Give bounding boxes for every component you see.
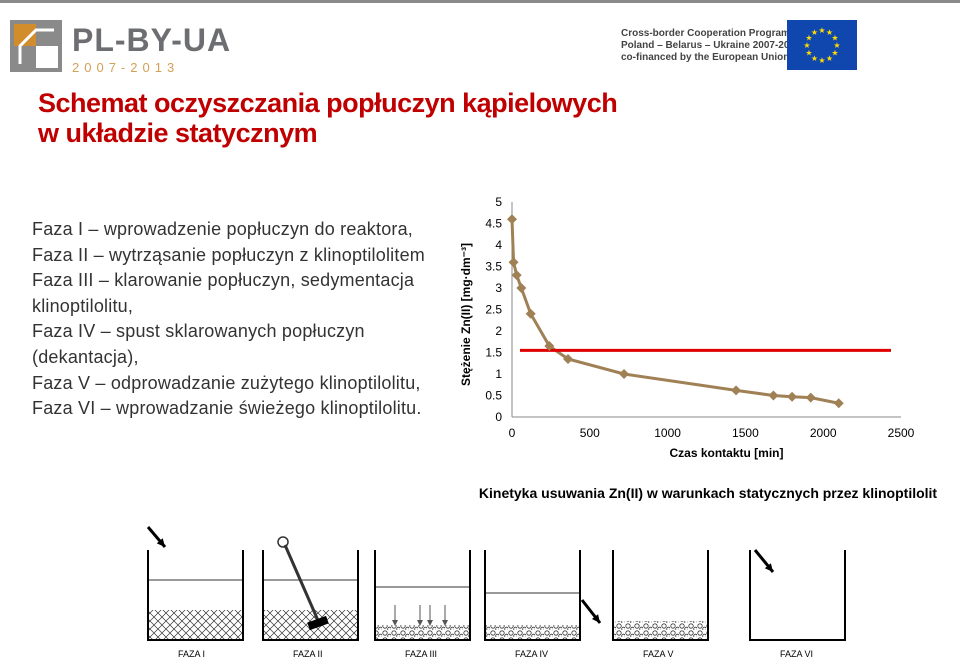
eu-star-icon: ★ [811, 54, 818, 63]
eu-star-icon: ★ [818, 26, 825, 35]
data-point [563, 353, 574, 364]
tank [374, 550, 471, 641]
phase-item: Faza VI – wprowadzanie świeżego klinopti… [32, 398, 422, 419]
slide-title-line-2: w układzie statycznym [38, 118, 318, 148]
outlet-arrow-icon [580, 599, 602, 624]
x-tick-label: 2000 [810, 426, 837, 440]
eu-star-icon: ★ [826, 28, 833, 37]
eu-star-icon: ★ [833, 41, 840, 50]
tank [612, 550, 709, 641]
settling-arrow-head-icon [442, 620, 448, 626]
slide-title-line-1: Schemat oczyszczania popłuczyn kąpielowy… [38, 88, 618, 118]
x-axis-title: Czas kontaktu [min] [669, 446, 783, 460]
settling-arrow-head-icon [427, 620, 433, 626]
data-point [508, 257, 519, 268]
data-point [833, 398, 844, 409]
phase-label: FAZA V [643, 649, 674, 659]
program-line-2: Poland – Belarus – Ukraine 2007-2013 [621, 40, 801, 51]
data-point [731, 385, 742, 396]
header-bar: PL-BY-UA 2007-2013 Cross-border Cooperat… [0, 0, 960, 78]
data-point [768, 390, 779, 401]
stirrer-icon [277, 536, 329, 631]
eu-star-icon: ★ [831, 34, 838, 43]
inlet-arrow-icon [146, 526, 167, 548]
logo-years-text: 2007-2013 [72, 60, 180, 75]
y-tick-label: 2 [495, 324, 502, 338]
y-tick-label: 0.5 [485, 389, 502, 403]
phase-label: FAZA IV [515, 649, 548, 659]
phase-label: FAZA I [178, 649, 205, 659]
y-tick-label: 1.5 [485, 346, 502, 360]
x-tick-label: 2500 [888, 426, 915, 440]
phase-item: Faza III – klarowanie popłuczyn, sedymen… [32, 270, 415, 316]
eu-star-icon: ★ [803, 41, 810, 50]
program-logo: PL-BY-UA 2007-2013 [72, 24, 231, 75]
eu-star-icon: ★ [826, 54, 833, 63]
x-tick-label: 1000 [654, 426, 681, 440]
phase-label: FAZA III [405, 649, 437, 659]
data-point [619, 369, 630, 379]
eu-star-icon: ★ [811, 28, 818, 37]
y-tick-label: 4 [495, 238, 502, 252]
y-tick-label: 5 [495, 195, 502, 209]
phase-list: Faza I – wprowadzenie popłuczyn do reakt… [32, 217, 432, 422]
x-tick-label: 0 [509, 426, 516, 440]
pl-by-ua-logo-icon [10, 20, 62, 72]
data-point [511, 270, 522, 281]
header-top-line [0, 0, 960, 3]
y-tick-label: 4.5 [485, 217, 502, 231]
data-point [525, 308, 536, 319]
x-tick-label: 500 [580, 426, 600, 440]
phase-item: Faza I – wprowadzenie popłuczyn do reakt… [32, 219, 414, 239]
phase-item: Faza II – wytrząsanie popłuczyn z klinop… [32, 244, 425, 265]
chart-title: Kinetyka usuwania Zn(II) w warunkach sta… [479, 485, 938, 501]
phase-item: Faza IV – spust sklarowanych popłuczyn (… [32, 321, 365, 367]
feed-arrow-icon [753, 549, 775, 573]
phase-label: FAZA II [293, 649, 323, 659]
y-tick-label: 3.5 [485, 260, 502, 274]
tank [484, 550, 581, 641]
settling-arrow-head-icon [417, 620, 423, 626]
phase-label: FAZA VI [780, 649, 813, 659]
program-line-3: co-financed by the European Union [621, 52, 790, 63]
y-axis-title: Stężenie Zn(II) [mg·dm⁻³] [459, 243, 473, 386]
data-point [507, 214, 517, 225]
kinetics-chart: 0 0.5 1 1.5 2 2.5 3 3.5 4 4.5 5 0 500 1000 1500 2000 250… [459, 195, 938, 501]
y-tick-label: 1 [495, 367, 502, 381]
logo-main-text: PL-BY-UA [72, 22, 232, 58]
eu-star-icon: ★ [818, 56, 825, 65]
data-point [516, 283, 527, 293]
data-point [544, 341, 555, 352]
y-tick-label: 0 [495, 410, 502, 424]
data-point [787, 391, 798, 402]
x-tick-label: 1500 [732, 426, 759, 440]
eu-star-icon: ★ [831, 49, 838, 58]
program-description: Cross-border Cooperation Programme Polan… [621, 28, 804, 64]
y-tick-label: 2.5 [485, 303, 502, 317]
tank [147, 550, 244, 641]
tank [749, 550, 846, 641]
process-diagram: FAZA I FAZA II FAZA III FAZA IV FAZA V FAZA V… [146, 526, 846, 659]
series-line [510, 219, 840, 405]
eu-flag-icon: ★★★★★★★★★ ★ ★★ [787, 20, 857, 70]
program-line-1: Cross-border Cooperation Programme [621, 28, 805, 39]
slide-title: Schemat oczyszczania popłuczyn kąpielowy… [38, 88, 618, 148]
y-tick-label: 3 [495, 281, 502, 295]
eu-star-icon: ★ [805, 49, 812, 58]
eu-star-icon: ★ [805, 34, 812, 43]
data-point [805, 392, 816, 403]
settling-arrow-head-icon [392, 620, 398, 626]
eu-flag-field [787, 20, 857, 70]
phase-item: Faza V – odprowadzanie zużytego klinopti… [32, 372, 421, 393]
